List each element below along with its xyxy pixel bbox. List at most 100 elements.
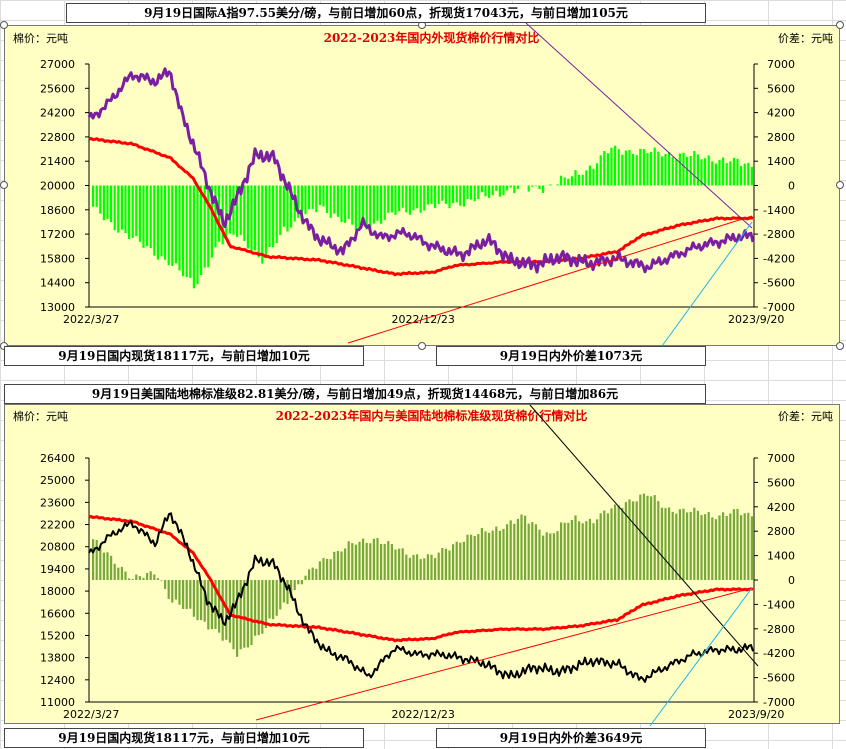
spread-bar [200,185,203,275]
spread-bar [174,580,177,600]
bottom-domestic-textbox[interactable]: 9月19日国内现货18117元，与前日增加10元 [4,728,364,748]
bottom-index-textbox[interactable]: 9月19日美国陆地棉标准级82.81美分/磅，与前日增加49点，折现货14468… [4,384,706,404]
spread-bar [210,185,213,258]
spread-bar [466,185,469,200]
spread-bar [506,185,509,191]
spread-bar [585,521,588,580]
spread-bar [160,580,163,581]
chart-panel-international[interactable]: 2022-2023年国内外现货棉价行情对比 棉价：元吨 价差：元吨 27000 2560… [4,25,840,346]
spread-bar [261,580,264,634]
resize-handle[interactable] [836,342,844,350]
spread-bar [243,580,246,648]
y-right-tick-label: -7000 [763,696,795,709]
spread-bar [113,563,116,580]
resize-handle[interactable] [0,21,8,29]
spread-bar [369,543,372,580]
spread-bar [434,185,437,208]
spread-bar [462,185,465,207]
top-index-textbox[interactable]: 9月19日国际A指97.55美分/磅，与前日增加60点，折现货17043元，与前… [66,3,706,23]
bottom-spread-textbox[interactable]: 9月19日内外价差3649元 [436,728,706,748]
spread-bar [610,508,613,580]
y-right-tick-label: 4200 [767,501,795,514]
spread-bar [336,185,339,217]
spread-bar [362,538,365,580]
spread-bar [714,163,717,186]
spread-bar [646,495,649,580]
y-left-tick-label: 19400 [40,563,75,576]
spread-bar [376,538,379,580]
spread-bar [531,522,534,580]
spread-bar [527,523,530,580]
spread-bar [164,580,167,589]
spread-bar [92,185,95,207]
resize-handle[interactable] [418,342,426,350]
spread-bar [480,185,483,193]
x-tick-label: 2022/3/27 [63,708,119,721]
spread-bar [524,515,527,580]
y-right-tick-label: -7000 [763,301,795,314]
spread-bar [401,185,404,208]
y-axis-left-label: 棉价：元吨 [13,409,68,423]
spread-bar [516,518,519,580]
spread-bar [167,185,170,266]
spread-bar [347,541,350,580]
spread-bar [743,163,746,186]
spread-bar [333,551,336,580]
spread-bar [642,149,645,186]
spread-bar [556,184,559,186]
y-left-tick-label: 18600 [40,204,75,217]
spread-bar [102,552,105,580]
spread-bar [128,185,131,240]
spread-bar [401,548,404,580]
spread-bar [192,580,195,617]
y-left-tick-label: 13800 [40,652,75,665]
spread-bar [509,520,512,580]
x-tick-label: 2023/9/20 [728,313,784,326]
resize-handle[interactable] [836,21,844,29]
spread-bar [459,185,462,206]
spread-bar [502,185,505,196]
y-right-tick-label: -1400 [763,598,795,611]
spread-bar [624,502,627,580]
spread-bar [185,580,188,609]
top-spread-textbox[interactable]: 9月19日内外价差1073元 [436,346,706,366]
spread-bar [635,501,638,580]
spread-bar [538,185,541,190]
spread-bar [383,185,386,220]
resize-handle[interactable] [0,181,8,189]
spread-bar [156,578,159,580]
spread-bar [344,548,347,580]
spread-bar [477,534,480,580]
spread-bar [599,513,602,580]
spread-bar [675,513,678,580]
spread-bar [297,580,300,585]
y-right-tick-label: 1400 [767,550,795,563]
spread-bar [642,493,645,580]
spread-bar [282,185,285,227]
spread-bar [657,501,660,580]
spread-bar [95,185,98,207]
spread-bar [189,185,192,278]
spread-bar [99,546,102,580]
spread-bar [671,157,674,186]
resize-handle[interactable] [836,181,844,189]
spread-bar [632,153,635,186]
spread-bar [711,517,714,580]
spread-bar [747,512,750,580]
spread-bar [124,185,127,234]
chart-panel-us-upland[interactable]: 2022-2023年国内与美国陆地棉标准级现货棉价行情对比 棉价：元吨 价差：元吨 2… [4,404,840,724]
spread-bar [538,529,541,580]
spread-bar [110,555,113,580]
spread-bar [218,580,221,633]
spread-bar [254,185,257,251]
top-domestic-textbox[interactable]: 9月19日国内现货18117元，与前日增加10元 [4,346,364,366]
spread-bar [304,575,307,580]
spread-bar [491,530,494,580]
spread-bar [120,185,123,230]
spread-bar [426,185,429,205]
spread-bar [664,154,667,186]
spread-bar [700,159,703,186]
spread-bar [732,509,735,580]
spread-bar [387,541,390,580]
spread-bar [560,522,563,580]
